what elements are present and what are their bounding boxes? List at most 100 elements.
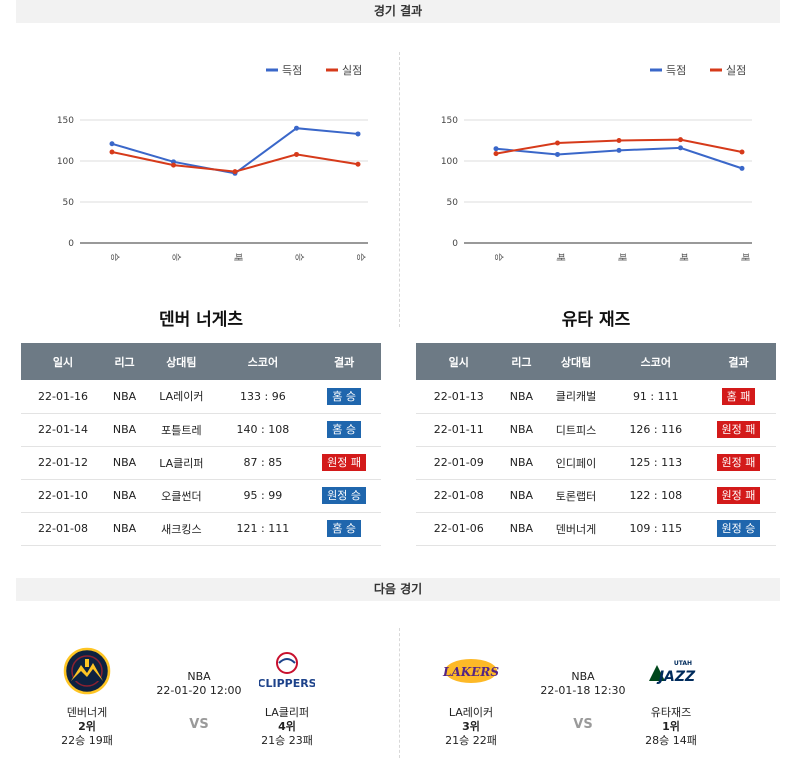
team-name: LA클리퍼 xyxy=(264,706,310,719)
team-rank: 1위 xyxy=(662,720,680,733)
cell-date: 22-01-06 xyxy=(416,512,502,546)
cell-result: 원정 패 xyxy=(307,446,381,480)
table-row: 22-01-11 NBA 디트피스 126 : 116 원정 패 xyxy=(416,413,776,447)
cell-opponent: 디트피스 xyxy=(541,413,611,447)
data-point xyxy=(493,146,499,152)
cell-league: NBA xyxy=(104,479,145,513)
chart-legend: 득점 실점 xyxy=(266,64,362,77)
data-point xyxy=(355,161,361,167)
data-point xyxy=(493,151,499,157)
column-header: 스코어 xyxy=(218,343,308,380)
table-row: 22-01-08 NBA 새크킹스 121 : 111 홈 승 xyxy=(21,512,381,546)
legend-label: 실점 xyxy=(726,64,746,77)
away-team: CLIPPERS LA클리퍼 4위 21승 23패 xyxy=(232,646,342,748)
svg-text:JAZZ: JAZZ xyxy=(656,669,696,685)
jazz-logo: UTAH JAZZ xyxy=(641,646,701,696)
game-info: NBA 22-01-20 12:00 VS xyxy=(144,670,254,732)
data-point xyxy=(555,140,560,146)
result-badge: 원정 패 xyxy=(716,454,761,471)
table-row: 22-01-13 NBA 클리캐벌 91 : 111 홈 패 xyxy=(416,380,776,414)
cell-league: NBA xyxy=(104,380,145,414)
x-tick-label: 승 xyxy=(171,253,182,261)
vs-label: VS xyxy=(189,717,209,732)
chart-legend: 득점 실점 xyxy=(650,64,746,77)
svg-text:CLIPPERS: CLIPPERS xyxy=(259,677,315,690)
column-header: 결과 xyxy=(307,343,381,380)
x-tick-label: 패 xyxy=(678,253,689,261)
y-tick-label: 100 xyxy=(441,157,458,167)
data-point xyxy=(739,149,745,155)
column-header: 스코어 xyxy=(610,343,701,380)
team-rank: 4위 xyxy=(278,720,296,733)
utah-results-chart: 득점 실점 0 50 100 150 승 패 패 패 패 xyxy=(400,40,780,280)
result-badge: 원정 패 xyxy=(322,454,367,471)
result-badge: 홈 승 xyxy=(327,520,361,537)
cell-score: 125 : 113 xyxy=(610,446,701,480)
column-header: 결과 xyxy=(700,343,776,380)
column-header: 리그 xyxy=(501,343,542,380)
cell-opponent: 토론랩터 xyxy=(541,479,611,513)
x-tick-label: 승 xyxy=(109,253,120,261)
cell-result: 홈 패 xyxy=(700,380,776,414)
team-title-utah: 유타 재즈 xyxy=(561,310,631,330)
game-info: NBA 22-01-18 12:30 VS xyxy=(528,670,638,732)
column-header: 일시 xyxy=(21,343,105,380)
cell-league: NBA xyxy=(501,446,542,480)
clippers-logo: CLIPPERS xyxy=(257,646,317,696)
data-point xyxy=(616,138,622,143)
cell-league: NBA xyxy=(501,380,542,414)
results-section-header: 경기 결과 xyxy=(16,0,780,23)
data-point xyxy=(739,165,745,171)
y-tick-label: 50 xyxy=(447,198,459,208)
cell-opponent: 새크킹스 xyxy=(144,512,219,546)
cell-score: 121 : 111 xyxy=(218,512,308,546)
utah-results-table: 일시 리그 상대팀 스코어 결과 22-01-13 NBA 클리캐벌 91 : 111 홈 패 2… xyxy=(416,343,776,546)
table-row: 22-01-16 NBA LA레이커 133 : 96 홈 승 xyxy=(21,380,381,414)
cell-score: 109 : 115 xyxy=(610,512,701,546)
result-badge: 원정 패 xyxy=(716,421,761,438)
cell-opponent: 오클썬더 xyxy=(144,479,219,513)
column-header: 상대팀 xyxy=(144,343,219,380)
data-point xyxy=(109,149,115,155)
cell-result: 원정 패 xyxy=(700,479,776,513)
result-badge: 원정 패 xyxy=(716,487,761,504)
cell-date: 22-01-10 xyxy=(21,479,105,513)
data-point xyxy=(294,151,299,157)
table-row: 22-01-14 NBA 포틀트레 140 : 108 홈 승 xyxy=(21,413,381,447)
vs-label: VS xyxy=(573,717,593,732)
series-line xyxy=(111,127,359,175)
cell-opponent: LA클리퍼 xyxy=(144,446,219,480)
team-record: 22승 19패 xyxy=(61,734,113,747)
data-point xyxy=(232,169,238,175)
result-badge: 홈 승 xyxy=(327,421,361,438)
cell-league: NBA xyxy=(104,413,145,447)
table-header-row: 일시 리그 상대팀 스코어 결과 xyxy=(21,343,381,380)
team-rank: 2위 xyxy=(78,720,96,733)
table-header-row: 일시 리그 상대팀 스코어 결과 xyxy=(416,343,776,380)
team-rank: 3위 xyxy=(462,720,480,733)
x-tick-label: 승 xyxy=(294,253,305,261)
lakers-logo: LAKERS xyxy=(441,646,501,696)
data-point xyxy=(678,145,683,151)
x-tick-label: 패 xyxy=(739,253,750,261)
table-row: 22-01-10 NBA 오클썬더 95 : 99 원정 승 xyxy=(21,479,381,513)
team-record: 21승 22패 xyxy=(445,734,497,747)
legend-label: 득점 xyxy=(666,64,686,77)
svg-text:LAKERS: LAKERS xyxy=(442,665,499,679)
cell-date: 22-01-16 xyxy=(21,380,105,414)
nuggets-logo xyxy=(57,646,117,696)
cell-opponent: 클리캐벌 xyxy=(541,380,611,414)
game-datetime: 22-01-18 12:30 xyxy=(540,684,626,697)
table-row: 22-01-08 NBA 토론랩터 122 : 108 원정 패 xyxy=(416,479,776,513)
x-tick-label: 승 xyxy=(355,253,366,261)
cell-result: 홈 승 xyxy=(307,380,381,414)
data-point xyxy=(294,125,299,131)
y-tick-label: 150 xyxy=(57,116,74,126)
y-tick-label: 100 xyxy=(57,157,74,167)
y-tick-label: 50 xyxy=(63,198,75,208)
denver-results-table: 일시 리그 상대팀 스코어 결과 22-01-16 NBA LA레이커 133 : 96 홈 승… xyxy=(21,343,381,546)
cell-score: 126 : 116 xyxy=(610,413,701,447)
cell-opponent: LA레이커 xyxy=(144,380,219,414)
team-name: LA레이커 xyxy=(448,706,494,719)
result-badge: 홈 승 xyxy=(327,387,361,405)
